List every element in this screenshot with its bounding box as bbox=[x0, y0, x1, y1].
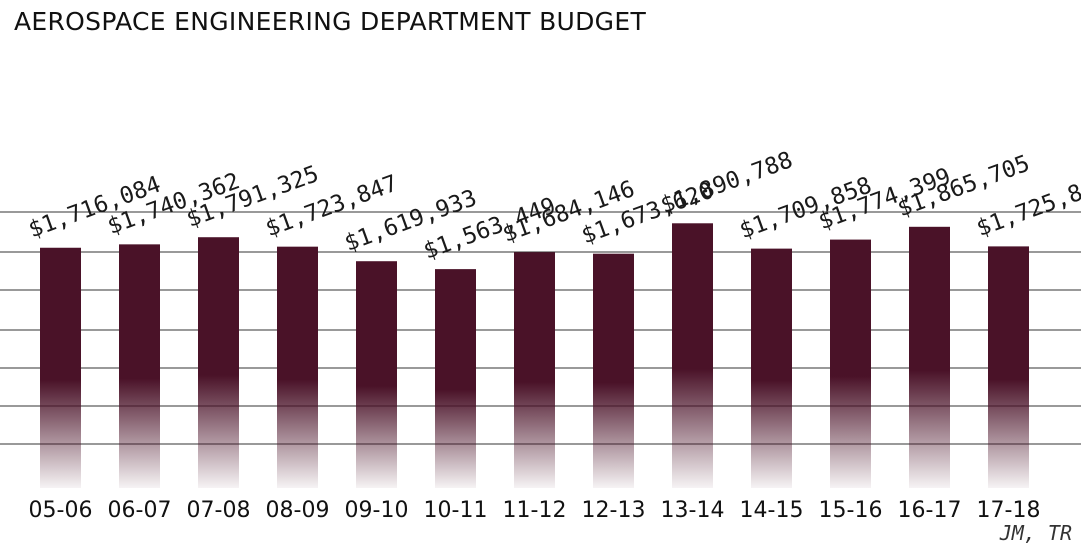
bar-09-10 bbox=[356, 261, 397, 488]
x-tick-label: 05-06 bbox=[29, 498, 93, 523]
chart-title: AEROSPACE ENGINEERING DEPARTMENT BUDGET bbox=[14, 7, 646, 36]
bar-07-08 bbox=[198, 237, 239, 488]
bars bbox=[40, 223, 1029, 488]
x-tick-labels: 05-06 06-07 07-08 08-09 09-10 10-11 11-12 12-13… bbox=[29, 498, 1041, 523]
x-tick-label: 11-12 bbox=[503, 498, 567, 523]
bar-14-15 bbox=[751, 248, 792, 488]
x-tick-label: 12-13 bbox=[582, 498, 646, 523]
x-tick-label: 16-17 bbox=[898, 498, 962, 523]
x-tick-label: 07-08 bbox=[187, 498, 251, 523]
x-tick-label: 13-14 bbox=[661, 498, 725, 523]
bar-08-09 bbox=[277, 246, 318, 488]
bar-10-11 bbox=[435, 269, 476, 488]
bar-17-18 bbox=[988, 246, 1029, 488]
credit-text: JM, TR bbox=[999, 521, 1072, 545]
x-tick-label: 17-18 bbox=[977, 498, 1041, 523]
x-tick-label: 08-09 bbox=[266, 498, 330, 523]
x-tick-label: 14-15 bbox=[740, 498, 804, 523]
x-tick-label: 15-16 bbox=[819, 498, 883, 523]
x-tick-label: 09-10 bbox=[345, 498, 409, 523]
bar-16-17 bbox=[909, 226, 950, 488]
x-tick-label: 06-07 bbox=[108, 498, 172, 523]
bar-15-16 bbox=[830, 239, 871, 488]
bar-06-07 bbox=[119, 244, 160, 488]
x-tick-label: 10-11 bbox=[424, 498, 488, 523]
bar-05-06 bbox=[40, 247, 81, 488]
bar-12-13 bbox=[593, 253, 634, 488]
bar-11-12 bbox=[514, 252, 555, 488]
bar-13-14 bbox=[672, 223, 713, 488]
